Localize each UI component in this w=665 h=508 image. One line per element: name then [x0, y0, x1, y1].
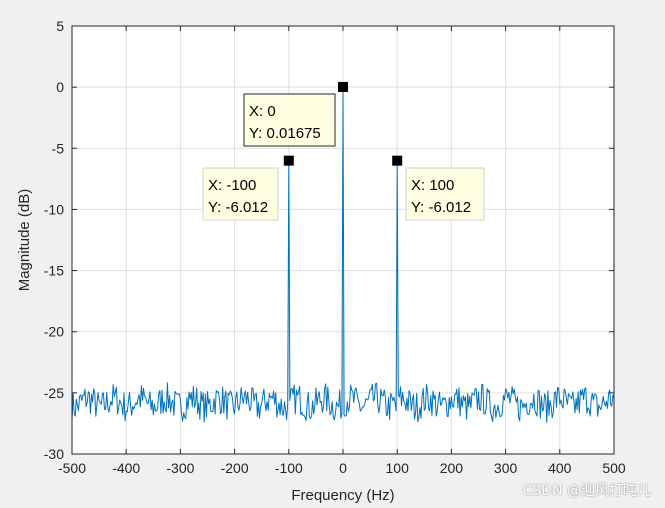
datatip-x-label: X: 0 — [249, 103, 276, 120]
x-tick-label: 200 — [440, 460, 464, 476]
watermark-text: CSDN @迎风打盹儿 — [522, 483, 651, 499]
datatip-box — [202, 167, 279, 221]
x-tick-label: -200 — [221, 460, 249, 476]
x-tick-label: -100 — [275, 460, 303, 476]
y-tick-label: 0 — [56, 79, 64, 95]
y-tick-label: -25 — [44, 385, 64, 401]
plot-frame — [71, 25, 615, 455]
y-tick-label: -10 — [44, 201, 64, 217]
datatip-marker[interactable] — [392, 155, 403, 166]
y-axis-label: Magnitude (dB) — [16, 189, 33, 292]
y-tick-label: 5 — [56, 18, 64, 34]
x-tick-label: 500 — [602, 460, 626, 476]
datatip-y-label: Y: 0.01675 — [249, 125, 321, 142]
x-axis-label: Frequency (Hz) — [291, 487, 394, 504]
x-tick-label: 400 — [548, 460, 572, 476]
x-tick-label: -300 — [166, 460, 194, 476]
y-tick-label: -20 — [44, 324, 64, 340]
datatip-box — [243, 93, 336, 147]
y-tick-label: -30 — [44, 446, 64, 462]
x-tick-label: -500 — [58, 460, 86, 476]
datatip-y-label: Y: -6.012 — [411, 199, 471, 216]
y-tick-label: -5 — [52, 140, 65, 156]
datatip-marker[interactable] — [283, 155, 294, 166]
datatip-y-label: Y: -6.012 — [208, 199, 268, 216]
datatip-x-label: X: 100 — [411, 177, 454, 194]
x-tick-label: 300 — [494, 460, 518, 476]
datatip-peak-0[interactable]: X: 0 Y: 0.01675 — [243, 81, 348, 147]
y-tick-labels: 5 0 -5 -10 -15 -20 -25 -30 — [44, 18, 64, 462]
x-tick-label: -400 — [112, 460, 140, 476]
datatip-x-label: X: -100 — [208, 177, 256, 194]
datatip-box — [405, 167, 485, 221]
datatip-marker[interactable] — [338, 81, 348, 92]
y-tick-label: -15 — [44, 263, 64, 279]
datatip-peak-plus-100[interactable]: X: 100 Y: -6.012 — [392, 155, 485, 221]
x-tick-labels: -500 -400 -300 -200 -100 0 100 200 300 400 500 — [58, 460, 626, 476]
x-tick-label: 0 — [339, 460, 347, 476]
x-tick-label: 100 — [386, 460, 410, 476]
datatip-peak-minus-100[interactable]: X: -100 Y: -6.012 — [202, 155, 294, 221]
